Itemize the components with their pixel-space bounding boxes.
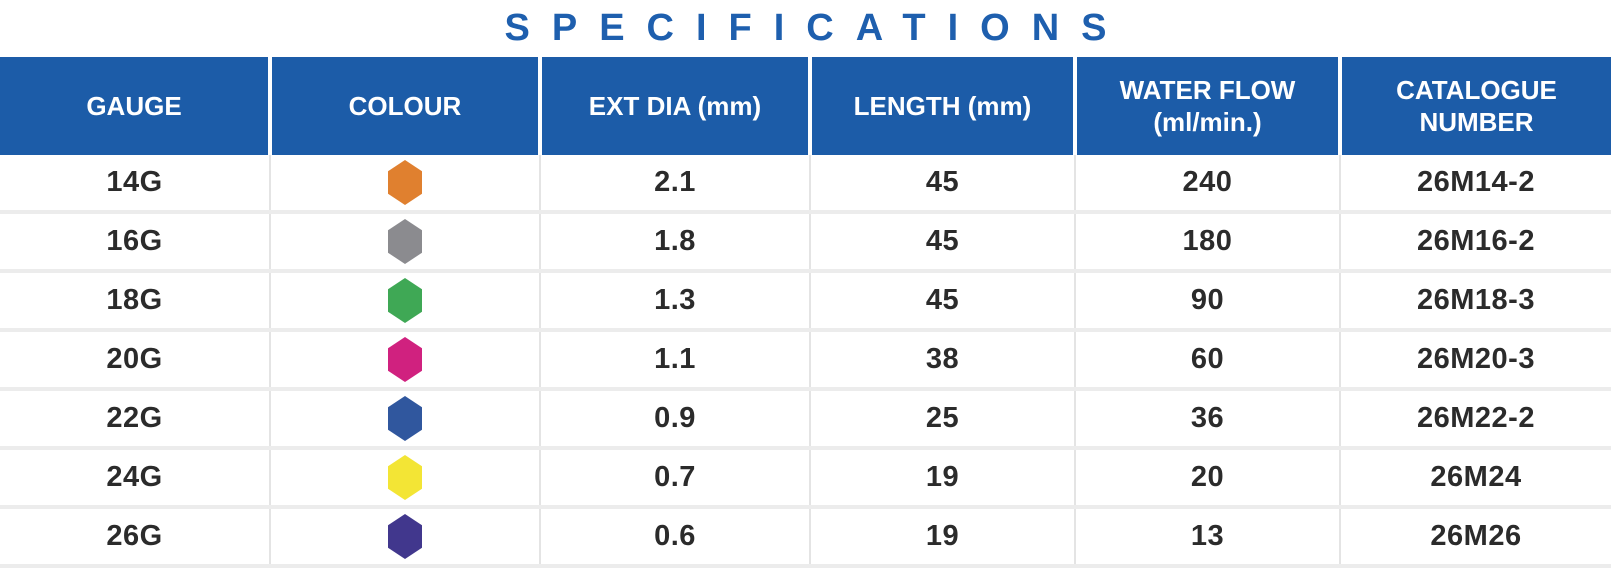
colour-hexagon-icon (388, 219, 422, 264)
ext-dia-cell: 1.8 (539, 212, 810, 271)
colour-hexagon-icon (388, 160, 422, 205)
table-row: 18G 1.3 45 90 26M18-3 (0, 271, 1611, 330)
page-title: SPECIFICATIONS (504, 7, 1129, 49)
table-row: 26G 0.6 19 13 26M26 (0, 507, 1611, 566)
col-header-colour: COLOUR (268, 57, 540, 155)
length-cell: 45 (809, 212, 1075, 271)
colour-cell (269, 389, 540, 448)
catalogue-cell: 26M22-2 (1339, 389, 1611, 448)
col-header-ext-dia: EXT DIA (mm) (538, 57, 810, 155)
water-flow-cell: 180 (1074, 212, 1340, 271)
water-flow-cell: 240 (1074, 155, 1340, 212)
colour-hexagon-icon (388, 514, 422, 559)
length-cell: 19 (809, 448, 1075, 507)
ext-dia-cell: 0.9 (539, 389, 810, 448)
length-cell: 38 (809, 330, 1075, 389)
ext-dia-cell: 1.1 (539, 330, 810, 389)
ext-dia-cell: 2.1 (539, 155, 810, 212)
col-header-length: LENGTH (mm) (808, 57, 1075, 155)
gauge-cell: 16G (0, 212, 270, 271)
ext-dia-cell: 0.7 (539, 448, 810, 507)
col-header-gauge: GAUGE (0, 57, 270, 155)
colour-cell (269, 212, 540, 271)
col-header-water-flow: WATER FLOW (ml/min.) (1073, 57, 1340, 155)
catalogue-cell: 26M14-2 (1339, 155, 1611, 212)
colour-cell (269, 330, 540, 389)
colour-hexagon-icon (388, 278, 422, 323)
length-cell: 19 (809, 507, 1075, 566)
table-body: 14G 2.1 45 240 26M14-2 16G 1.8 45 180 26… (0, 155, 1611, 566)
table-row: 14G 2.1 45 240 26M14-2 (0, 155, 1611, 212)
specifications-table: GAUGE COLOUR EXT DIA (mm) LENGTH (mm) WA… (0, 57, 1611, 568)
gauge-cell: 22G (0, 389, 270, 448)
length-cell: 45 (809, 155, 1075, 212)
gauge-cell: 24G (0, 448, 270, 507)
col-header-catalogue-number: CATALOGUE NUMBER (1338, 57, 1611, 155)
header-row: GAUGE COLOUR EXT DIA (mm) LENGTH (mm) WA… (0, 57, 1611, 155)
catalogue-cell: 26M16-2 (1339, 212, 1611, 271)
gauge-cell: 18G (0, 271, 270, 330)
water-flow-cell: 36 (1074, 389, 1340, 448)
length-cell: 45 (809, 271, 1075, 330)
colour-hexagon-icon (388, 455, 422, 500)
water-flow-cell: 90 (1074, 271, 1340, 330)
catalogue-cell: 26M18-3 (1339, 271, 1611, 330)
table-row: 16G 1.8 45 180 26M16-2 (0, 212, 1611, 271)
water-flow-cell: 13 (1074, 507, 1340, 566)
ext-dia-cell: 1.3 (539, 271, 810, 330)
colour-cell (269, 448, 540, 507)
table-row: 24G 0.7 19 20 26M24 (0, 448, 1611, 507)
colour-cell (269, 271, 540, 330)
gauge-cell: 14G (0, 155, 270, 212)
table-row: 22G 0.9 25 36 26M22-2 (0, 389, 1611, 448)
catalogue-cell: 26M26 (1339, 507, 1611, 566)
catalogue-cell: 26M24 (1339, 448, 1611, 507)
ext-dia-cell: 0.6 (539, 507, 810, 566)
catalogue-cell: 26M20-3 (1339, 330, 1611, 389)
water-flow-cell: 20 (1074, 448, 1340, 507)
water-flow-cell: 60 (1074, 330, 1340, 389)
colour-cell (269, 507, 540, 566)
table-row: 20G 1.1 38 60 26M20-3 (0, 330, 1611, 389)
colour-hexagon-icon (388, 337, 422, 382)
length-cell: 25 (809, 389, 1075, 448)
gauge-cell: 26G (0, 507, 270, 566)
colour-cell (269, 155, 540, 212)
colour-hexagon-icon (388, 396, 422, 441)
gauge-cell: 20G (0, 330, 270, 389)
